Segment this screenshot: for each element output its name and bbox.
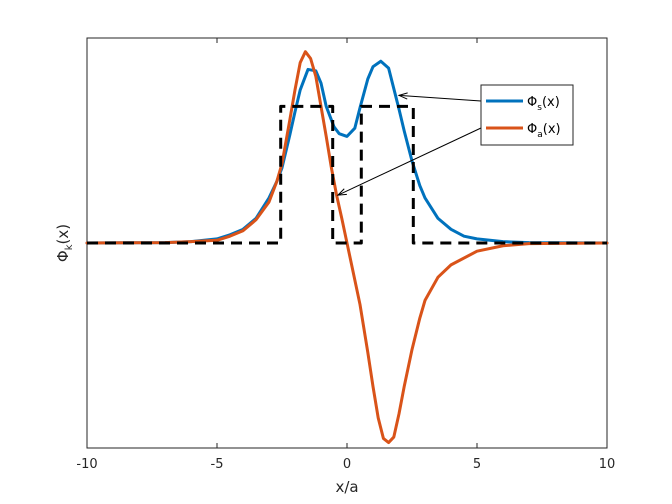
legend-entry-phi-s: Φs(x) — [527, 95, 560, 113]
x-tick-label: 10 — [599, 457, 616, 472]
legend-entry-phi-a: Φa(x) — [527, 122, 561, 140]
x-axis-label: x/a — [335, 478, 358, 496]
legend: Φs(x) Φa(x) — [480, 84, 574, 146]
series-line-potential — [87, 104, 607, 245]
annotation-arrow-line — [337, 127, 482, 196]
x-tick-label: 5 — [473, 457, 481, 472]
annotation-arrow-head — [397, 92, 408, 100]
annotation-arrow-head — [336, 188, 347, 196]
y-axis-label: Φk(x) — [54, 224, 75, 262]
svg-text:Φk(x): Φk(x) — [54, 224, 75, 262]
x-tick-label: -10 — [76, 457, 97, 472]
series-line-phi-a — [85, 50, 609, 445]
legend-box — [480, 84, 574, 146]
annotation-arrow-line — [398, 94, 482, 102]
x-tick-label: 0 — [343, 457, 351, 472]
x-tick-label: -5 — [211, 457, 224, 472]
